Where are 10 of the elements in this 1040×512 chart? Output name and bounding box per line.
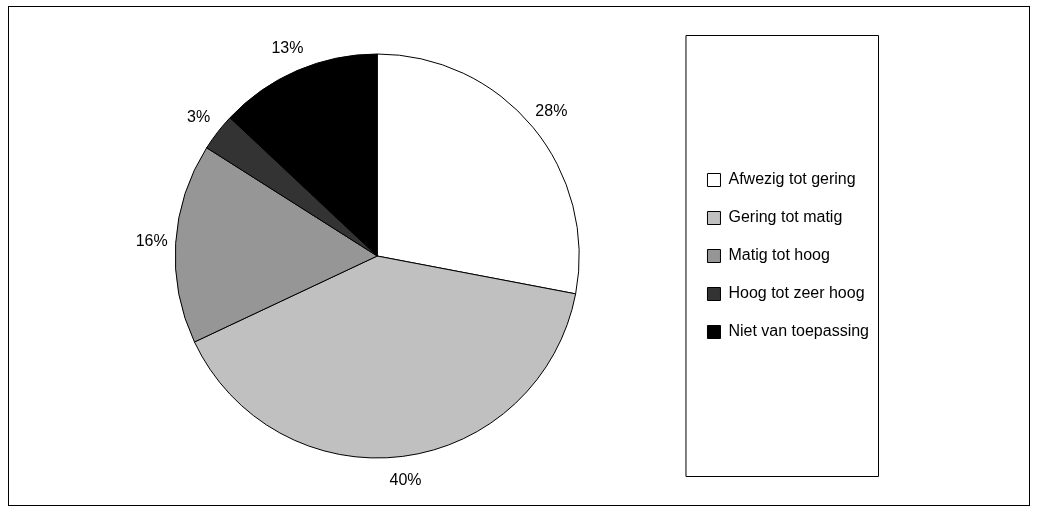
legend-label: Hoog tot zeer hoog bbox=[728, 284, 865, 302]
data-label: 3% bbox=[187, 107, 211, 125]
data-label: 16% bbox=[135, 232, 168, 250]
data-label: 28% bbox=[535, 102, 568, 120]
legend-label: Matig tot hoog bbox=[728, 246, 830, 264]
legend-label: Niet van toepassing bbox=[728, 322, 869, 340]
legend-label: Gering tot matig bbox=[728, 208, 843, 226]
legend-label: Afwezig tot gering bbox=[728, 170, 856, 188]
data-label: 13% bbox=[271, 38, 304, 56]
data-label: 40% bbox=[389, 470, 422, 488]
